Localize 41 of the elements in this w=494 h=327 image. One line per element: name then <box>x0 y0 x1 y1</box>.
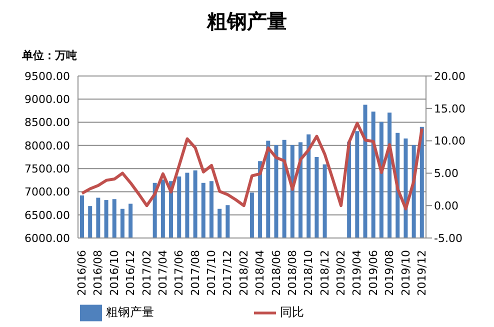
x-tick-label: 2017/04 <box>156 250 170 296</box>
x-tick-label: 2018/04 <box>254 250 267 296</box>
x-tick-label: 2017/12 <box>221 250 234 296</box>
x-tick-label: 2016/10 <box>108 250 121 296</box>
y2-tick-label: 5.00 <box>434 167 458 180</box>
y-tick-label: 8000.00 <box>24 139 70 152</box>
x-tick-label: 2018/12 <box>318 250 332 296</box>
y2-tick-label: -5.00 <box>434 232 462 245</box>
x-tick-label: 2019/02 <box>334 250 348 296</box>
x-tick-label: 2019/12 <box>415 250 428 296</box>
x-tick-label: 2016/12 <box>124 250 138 296</box>
x-tick-label: 2016/08 <box>92 250 105 296</box>
x-tick-label: 2017/10 <box>205 250 218 296</box>
x-tick-label: 2019/08 <box>383 250 396 296</box>
y-tick-label: 7000.00 <box>24 186 70 199</box>
y2-tick-label: 0.00 <box>434 200 458 213</box>
y-tick-label: 6000.00 <box>24 232 70 245</box>
legend-label: 同比 <box>280 305 304 320</box>
x-tick-label: 2018/08 <box>286 250 299 296</box>
x-tick-label: 2016/06 <box>76 250 89 296</box>
x-tick-label: 2019/10 <box>399 250 412 296</box>
y-tick-label: 6500.00 <box>24 208 70 222</box>
x-tick-label: 2017/06 <box>172 250 186 296</box>
y2-tick-label: 10.00 <box>434 134 466 148</box>
text: 单位：万吨 <box>22 48 77 63</box>
x-tick-label: 2018/02 <box>237 250 250 296</box>
y-tick-label: 9500.00 <box>24 70 70 83</box>
x-tick-label: 2018/06 <box>270 250 283 296</box>
x-tick-label: 2019/04 <box>350 250 364 296</box>
y-tick-label: 8500.00 <box>24 116 70 130</box>
y-tick-label: 7500.00 <box>24 162 70 176</box>
y-tick-label: 9000.00 <box>24 93 70 106</box>
chart-title: 粗钢产量 <box>206 8 288 35</box>
x-tick-label: 2017/02 <box>140 250 154 296</box>
legend-label: 粗钢产量 <box>106 305 154 320</box>
x-tick-label: 2018/10 <box>302 250 316 296</box>
x-tick-label: 2019/06 <box>366 250 380 296</box>
y2-tick-label: 15.00 <box>434 102 466 116</box>
y2-tick-label: 20.00 <box>434 70 466 83</box>
line-series <box>80 122 424 210</box>
x-tick-label: 2017/08 <box>188 250 202 296</box>
